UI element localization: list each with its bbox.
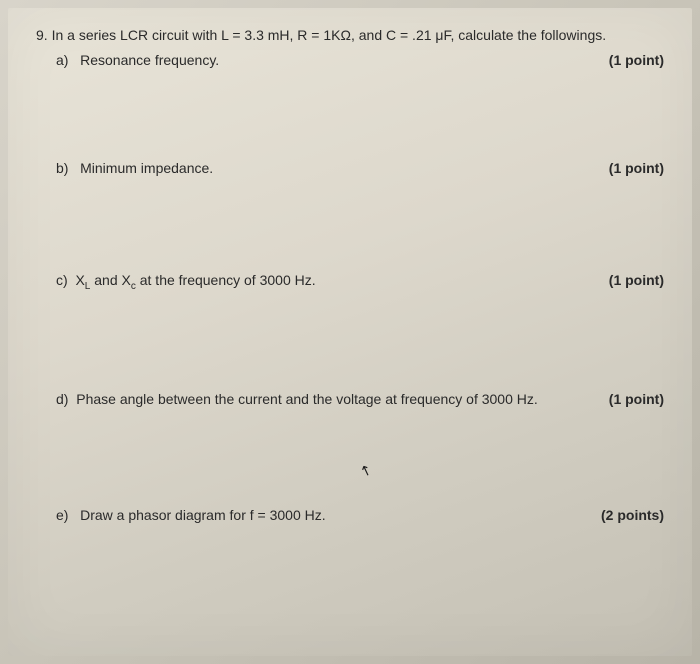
part-d-letter: d)	[56, 391, 68, 407]
part-d-text: Phase angle between the current and the …	[76, 391, 538, 407]
part-c-mid: and X	[90, 272, 130, 288]
part-c-points: (1 point)	[609, 272, 664, 288]
part-e-text: Draw a phasor diagram for f = 3000 Hz.	[80, 507, 326, 523]
part-c-prefix: X	[75, 272, 84, 288]
part-c: c) XL and Xc at the frequency of 3000 Hz…	[36, 272, 664, 292]
part-a-label: a) Resonance frequency.	[36, 52, 219, 68]
part-c-suffix: at the frequency of 3000 Hz.	[136, 272, 316, 288]
part-b-label: b) Minimum impedance.	[36, 160, 213, 176]
part-a-text: Resonance frequency.	[80, 52, 219, 68]
part-b-text: Minimum impedance.	[80, 160, 213, 176]
part-e: e) Draw a phasor diagram for f = 3000 Hz…	[36, 507, 664, 523]
part-b: b) Minimum impedance. (1 point)	[36, 160, 664, 176]
part-e-label: e) Draw a phasor diagram for f = 3000 Hz…	[36, 507, 326, 523]
spacer	[36, 411, 664, 507]
part-d-label: d) Phase angle between the current and t…	[36, 391, 546, 407]
part-d-points: (1 point)	[609, 391, 664, 407]
part-e-points: (2 points)	[601, 507, 664, 523]
question-text: In a series LCR circuit with L = 3.3 mH,…	[52, 27, 607, 43]
part-d: d) Phase angle between the current and t…	[36, 391, 664, 407]
spacer	[36, 72, 664, 160]
part-c-letter: c)	[56, 272, 68, 288]
part-b-points: (1 point)	[609, 160, 664, 176]
part-a: a) Resonance frequency. (1 point)	[36, 52, 664, 68]
part-b-letter: b)	[56, 160, 68, 176]
document-page: 9. In a series LCR circuit with L = 3.3 …	[8, 8, 692, 656]
part-c-label: c) XL and Xc at the frequency of 3000 Hz…	[36, 272, 316, 292]
spacer	[36, 180, 664, 272]
part-e-letter: e)	[56, 507, 68, 523]
part-a-letter: a)	[56, 52, 68, 68]
part-a-points: (1 point)	[609, 52, 664, 68]
question-stem: 9. In a series LCR circuit with L = 3.3 …	[36, 26, 664, 46]
question-number: 9.	[36, 27, 48, 43]
spacer	[36, 295, 664, 391]
